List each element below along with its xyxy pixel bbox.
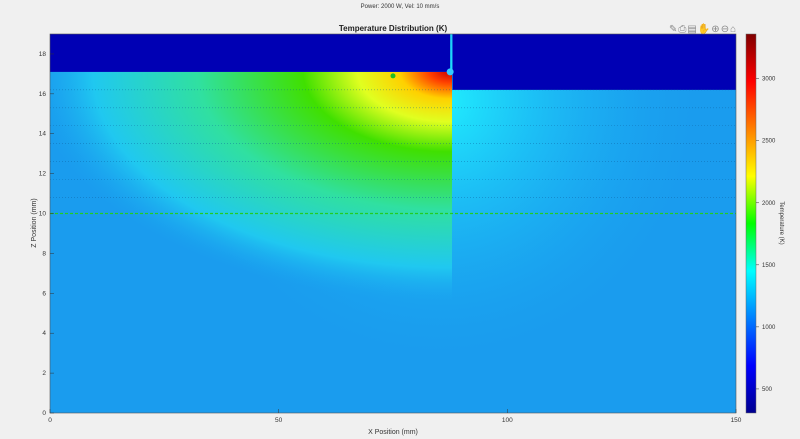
marker [390, 73, 396, 79]
y-tick-label: 6 [42, 290, 46, 297]
colorbar [745, 33, 757, 414]
plot-area [50, 34, 736, 413]
axes-toolbar[interactable]: ✎⎙▤✋⊕⊖⌂ [669, 24, 737, 35]
marker [446, 68, 454, 76]
y-axis-label: Z Position (mm) [31, 198, 38, 247]
colorbar-tick-label: 2000 [762, 201, 776, 207]
save-icon[interactable]: ▤ [687, 24, 698, 35]
pan-icon[interactable]: ✋ [697, 24, 712, 35]
ambient-region [452, 34, 736, 90]
y-tick-label: 18 [39, 51, 47, 58]
zoom-out-icon[interactable]: ⊖ [720, 24, 731, 35]
y-tick-label: 2 [42, 370, 46, 377]
colorbar-ticks: 500 1000 1500 2000 2500 3000 [756, 77, 776, 393]
colorbar-tick-label: 3000 [762, 77, 776, 83]
colorbar-tick-label: 2500 [762, 139, 776, 145]
brush-icon[interactable]: ✎ [669, 24, 679, 35]
y-tick-label: 4 [42, 330, 46, 337]
y-tick-label: 14 [39, 131, 47, 138]
print-icon[interactable]: ⎙ [678, 24, 688, 35]
axes: 0 50 100 150 0 2 4 6 8 10 12 14 16 18 [39, 33, 742, 424]
x-tick-label: 100 [502, 417, 513, 424]
melt-pool-heat [50, 71, 452, 413]
colorbar-tick-label: 1500 [762, 263, 776, 269]
suptitle: Power: 2000 W, Vel: 10 mm/s [361, 4, 440, 10]
zoom-in-icon[interactable]: ⊕ [711, 24, 721, 35]
colorbar-tick-label: 1000 [762, 325, 776, 331]
x-tick-label: 150 [731, 417, 742, 424]
y-tick-label: 0 [42, 410, 46, 417]
home-icon[interactable]: ⌂ [730, 24, 738, 35]
axes-box [49, 33, 737, 414]
colorbar-label: Temperature (K) [778, 201, 784, 244]
x-axis-label: X Position (mm) [368, 429, 418, 436]
ambient-region [50, 34, 451, 72]
y-tick-label: 8 [42, 250, 46, 257]
y-tick-label: 12 [39, 171, 47, 178]
y-tick-label: 16 [39, 91, 47, 98]
chart-title: Temperature Distribution (K) [339, 24, 448, 33]
y-tick-label: 10 [39, 211, 47, 218]
colorbar-tick-label: 500 [762, 387, 773, 393]
x-tick-label: 50 [275, 417, 283, 424]
x-tick-label: 0 [48, 417, 52, 424]
